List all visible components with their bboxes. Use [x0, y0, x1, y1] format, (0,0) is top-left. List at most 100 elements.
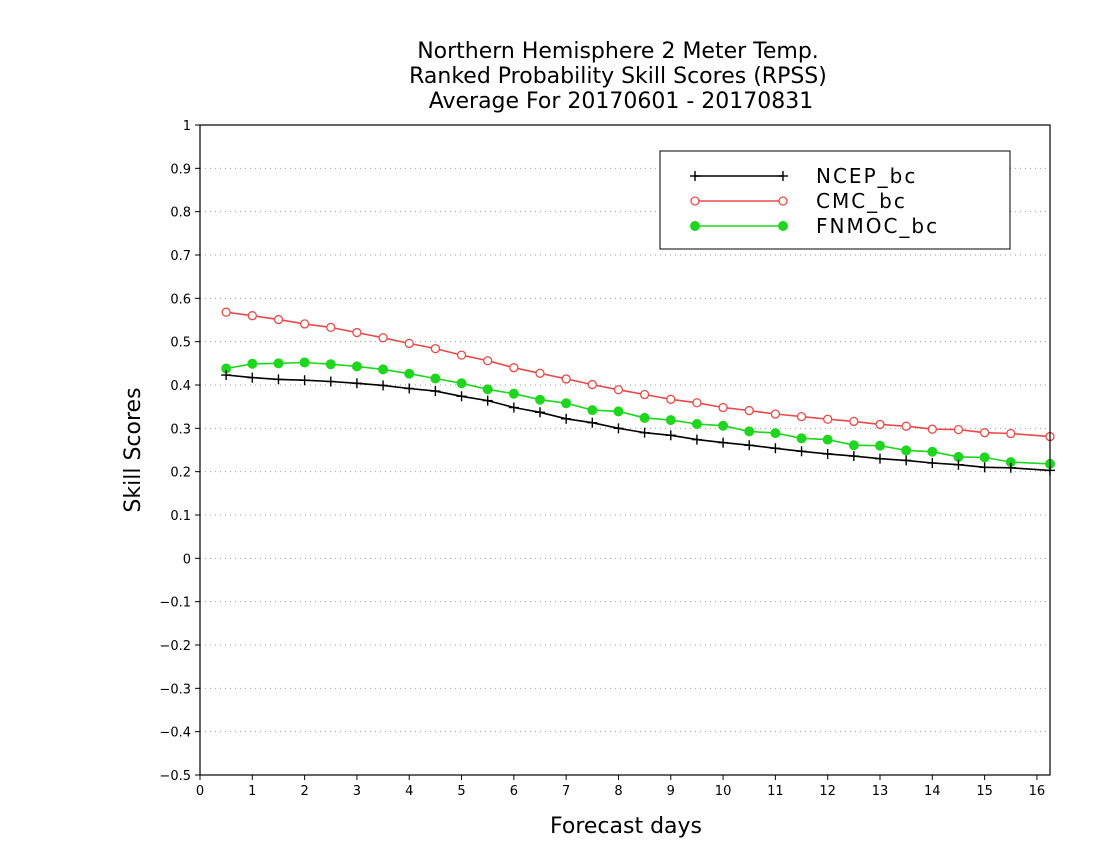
- x-tick-label: 15: [976, 784, 993, 799]
- plot-frame: [199, 124, 1051, 776]
- ncep-bc-point: [744, 440, 755, 451]
- ncep-bc-point: [404, 383, 415, 394]
- ncep-bc-line: [226, 374, 1051, 472]
- legend-entry-ncep-bc: NCEP_bc: [690, 164, 915, 188]
- x-tick-label: 10: [715, 784, 732, 799]
- ncep-bc-point: [796, 446, 807, 457]
- fnmoc-bc-point: [247, 358, 258, 369]
- fnmoc-bc-point: [778, 221, 788, 231]
- ncep-bc-point: [691, 434, 702, 445]
- x-tick-label: 0: [196, 784, 204, 799]
- chart-title-line-2: Ranked Probability Skill Scores (RPSS): [409, 64, 827, 89]
- y-tick-label: 1: [183, 119, 191, 134]
- cmc-bc-point: [535, 368, 545, 378]
- ncep-bc-series: [221, 370, 1055, 476]
- cmc-bc-point: [587, 379, 597, 390]
- cmc-bc-point: [247, 311, 257, 321]
- cmc-bc-point: [483, 356, 493, 366]
- y-tick-label: −0.2: [159, 639, 191, 654]
- fnmoc-bc-point: [901, 445, 912, 456]
- cmc-bc-point: [613, 385, 624, 395]
- ncep-bc-point: [770, 443, 781, 454]
- cmc-bc-point: [692, 398, 702, 408]
- y-tick-label: −0.5: [159, 769, 191, 784]
- y-tick-label: −0.4: [159, 726, 191, 741]
- chart-title-line-1: Northern Hemisphere 2 Meter Temp.: [417, 39, 819, 64]
- chart-title-line-3: Average For 20170601 - 20170831: [429, 89, 814, 114]
- legend-label: FNMOC_bc: [816, 214, 939, 238]
- x-tick-label: 4: [405, 784, 413, 799]
- cmc-bc-point: [404, 338, 414, 349]
- y-tick-label: −0.3: [159, 682, 191, 697]
- fnmoc-bc-point: [273, 358, 284, 369]
- ncep-bc-point: [351, 378, 362, 389]
- fnmoc-bc-series: [221, 357, 1055, 469]
- cmc-bc-point: [273, 314, 284, 325]
- x-tick-label: 1: [248, 784, 256, 799]
- x-tick-label: 5: [457, 784, 465, 799]
- ncep-bc-point: [979, 462, 990, 473]
- chart-title: Northern Hemisphere 2 Meter Temp. Ranked…: [409, 39, 827, 114]
- cmc-bc-point: [352, 327, 362, 338]
- ncep-bc-point: [273, 374, 284, 385]
- cmc-bc-point: [953, 424, 964, 435]
- cmc-bc-point: [927, 424, 937, 434]
- y-tick-label: 0.5: [170, 336, 191, 351]
- cmc-bc-point: [561, 374, 571, 384]
- ncep-bc-point: [325, 376, 336, 387]
- x-tick-label: 13: [872, 784, 889, 799]
- fnmoc-bc-point: [927, 446, 938, 457]
- legend-label: CMC_bc: [816, 189, 907, 213]
- ncep-bc-point: [613, 423, 624, 434]
- fnmoc-bc-point: [770, 428, 781, 439]
- cmc-bc-series: [221, 307, 1055, 442]
- ncep-bc-point: [508, 402, 519, 413]
- y-tick-label: 0.8: [170, 206, 191, 221]
- fnmoc-bc-point: [508, 388, 519, 399]
- y-tick-label: 0.4: [170, 379, 191, 394]
- y-axis-ticks: −0.5 −0.4 −0.3 −0.2 −0.1 0 0.1 0.2 0.3 0.4 0.5 0.6 0…: [159, 119, 200, 784]
- fnmoc-bc-point: [561, 398, 572, 409]
- cmc-bc-point: [509, 363, 519, 373]
- cmc-bc-point: [796, 411, 807, 422]
- fnmoc-bc-point: [299, 357, 310, 368]
- ncep-bc-point: [953, 459, 964, 470]
- fnmoc-bc-point: [690, 221, 700, 231]
- ncep-bc-point: [875, 453, 885, 464]
- legend-entry-fnmoc-bc: FNMOC_bc: [690, 214, 939, 238]
- fnmoc-bc-point: [796, 433, 807, 444]
- ncep-bc-point: [639, 427, 650, 438]
- x-tick-label: 2: [300, 784, 308, 799]
- fnmoc-bc-line: [226, 361, 1051, 465]
- cmc-bc-point: [901, 421, 911, 431]
- x-tick-label: 8: [614, 784, 622, 799]
- cmc-bc-point: [221, 307, 231, 317]
- cmc-bc-point: [326, 322, 336, 333]
- fnmoc-bc-point: [430, 373, 441, 384]
- cmc-bc-line: [226, 311, 1051, 438]
- ncep-bc-point: [482, 395, 493, 406]
- x-tick-label: 12: [819, 784, 836, 799]
- fnmoc-bc-point: [875, 440, 885, 451]
- y-tick-label: 0: [183, 552, 191, 567]
- cmc-bc-point: [744, 405, 754, 416]
- cmc-bc-point: [430, 343, 441, 354]
- ncep-bc-point: [561, 413, 572, 424]
- fnmoc-bc-point: [665, 415, 676, 426]
- fnmoc-bc-point: [639, 412, 650, 423]
- fnmoc-bc-point: [979, 452, 990, 463]
- y-axis-label: Skill Scores: [121, 387, 146, 512]
- cmc-bc-point: [639, 389, 650, 400]
- x-tick-label: 3: [353, 784, 361, 799]
- ncep-bc-point: [690, 171, 700, 181]
- ncep-bc-point: [1005, 462, 1016, 473]
- cmc-bc-point: [718, 402, 728, 413]
- fnmoc-bc-point: [482, 384, 493, 395]
- ncep-bc-point: [822, 448, 833, 459]
- y-tick-label: 0.7: [170, 249, 191, 264]
- fnmoc-bc-point: [378, 364, 389, 375]
- fnmoc-bc-point: [456, 378, 467, 389]
- ncep-bc-point: [221, 370, 232, 381]
- fnmoc-bc-point: [535, 394, 545, 405]
